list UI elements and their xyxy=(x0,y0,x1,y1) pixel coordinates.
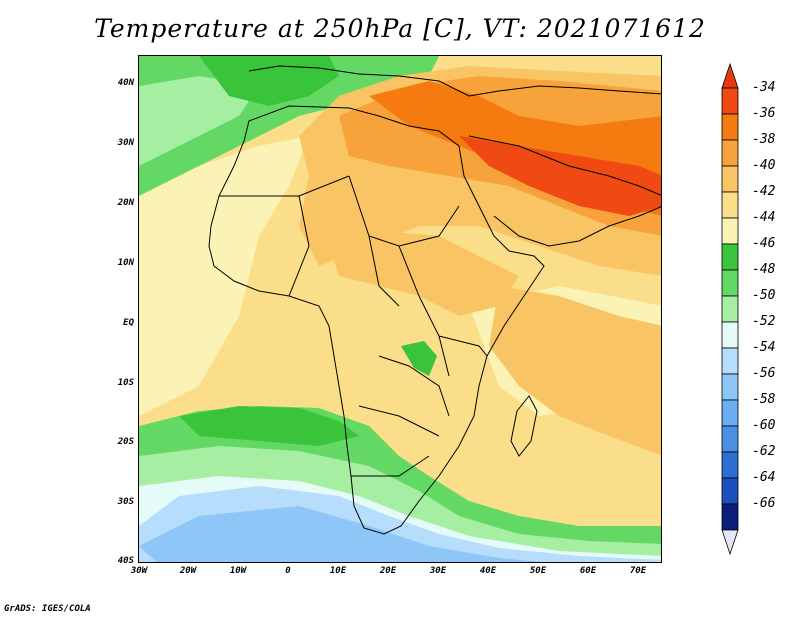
credit-text: GrADS: IGES/COLA xyxy=(4,604,91,614)
colorbar-label: -66 xyxy=(752,496,776,511)
lat-label: 40S xyxy=(117,556,134,566)
colorbar-swatch xyxy=(721,243,739,271)
colorbar-swatch xyxy=(721,451,739,479)
lat-label: 30N xyxy=(117,138,134,148)
lat-label: 40N xyxy=(117,78,134,88)
colorbar-swatch xyxy=(721,503,739,531)
lat-label: 10N xyxy=(117,258,134,268)
colorbar-swatch xyxy=(721,399,739,427)
lat-label: 30S xyxy=(117,497,134,507)
lon-label: 10W xyxy=(229,566,247,576)
colorbar-swatch xyxy=(721,87,739,115)
madagascar-coastline xyxy=(510,395,538,457)
temperature-field xyxy=(139,56,661,562)
field-arabia-red xyxy=(459,136,661,216)
colorbar-swatch xyxy=(721,191,739,219)
colorbar-max-arrow xyxy=(721,62,739,89)
colorbar-label: -52 xyxy=(752,314,776,329)
europe-coastline xyxy=(248,65,661,97)
field-w-lightyellow xyxy=(139,136,309,416)
lon-label: 40E xyxy=(479,566,497,576)
lon-label: 20W xyxy=(179,566,197,576)
lon-label: 70E xyxy=(629,566,647,576)
lon-label: 50E xyxy=(529,566,547,576)
africa-coastline xyxy=(208,105,545,535)
colorbar-label: -48 xyxy=(752,262,776,277)
colorbar-label: -38 xyxy=(752,132,776,147)
map-title: Temperature at 250hPa [C], VT: 202107161… xyxy=(94,14,706,43)
colorbar-label: -34 xyxy=(752,80,776,95)
colorbar-swatch xyxy=(721,165,739,193)
colorbar-label: -54 xyxy=(752,340,776,355)
field-lake-green xyxy=(401,341,437,376)
colorbar-label: -60 xyxy=(752,418,776,433)
colorbar-swatch xyxy=(721,347,739,375)
colorbar-swatch xyxy=(721,295,739,323)
temperature-map xyxy=(138,55,662,563)
lat-label: 10S xyxy=(117,378,134,388)
colorbar-label: -56 xyxy=(752,366,776,381)
country-borders xyxy=(219,175,488,477)
colorbar-label: -50 xyxy=(752,288,776,303)
colorbar-label: -42 xyxy=(752,184,776,199)
colorbar-swatch xyxy=(721,139,739,167)
field-s-blue xyxy=(139,506,539,562)
colorbar-label: -44 xyxy=(752,210,776,225)
colorbar-swatch xyxy=(721,477,739,505)
coastlines xyxy=(208,65,661,535)
colorbar-min-arrow xyxy=(721,529,739,556)
lat-label: 20N xyxy=(117,198,134,208)
colorbar-swatch xyxy=(721,217,739,245)
lon-label: 60E xyxy=(579,566,597,576)
colorbar-swatch xyxy=(721,425,739,453)
field-nw-darkgreen xyxy=(199,56,339,106)
lon-label: 0 xyxy=(285,566,291,576)
colorbar-swatch xyxy=(721,269,739,297)
colorbar-label: -62 xyxy=(752,444,776,459)
lon-label: 10E xyxy=(329,566,347,576)
lat-label: 20S xyxy=(117,437,134,447)
lon-label: 30E xyxy=(429,566,447,576)
colorbar-swatch xyxy=(721,321,739,349)
arabia-coastline xyxy=(468,135,661,247)
colorbar-swatch xyxy=(721,113,739,141)
colorbar-label: -46 xyxy=(752,236,776,251)
lon-label: 20E xyxy=(379,566,397,576)
field-s-darkgreen xyxy=(179,406,359,446)
colorbar-label: -58 xyxy=(752,392,776,407)
colorbar-label: -40 xyxy=(752,158,776,173)
colorbar-label: -64 xyxy=(752,470,776,485)
field-central-orange xyxy=(329,231,519,316)
lat-label: EQ xyxy=(123,318,134,328)
colorbar-label: -36 xyxy=(752,106,776,121)
field-nw-lightgreen xyxy=(139,76,259,166)
colorbar-swatch xyxy=(721,373,739,401)
lon-label: 30W xyxy=(130,566,148,576)
field-e-orange xyxy=(489,286,661,456)
